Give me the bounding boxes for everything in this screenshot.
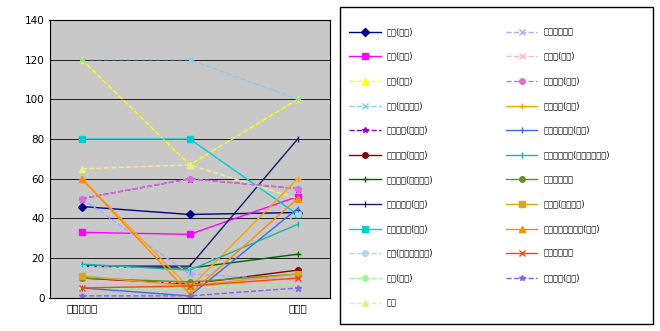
Text: アーチェリー: アーチェリー bbox=[544, 249, 574, 258]
Text: 体操(体操競技男子): 体操(体操競技男子) bbox=[387, 249, 434, 258]
Text: バレーボール(ビーチバレー): バレーボール(ビーチバレー) bbox=[544, 150, 610, 159]
Text: レスリング(男子): レスリング(男子) bbox=[387, 200, 428, 209]
Text: レスリング(女子): レスリング(女子) bbox=[387, 224, 428, 233]
Text: 卓球(女子): 卓球(女子) bbox=[387, 273, 413, 282]
Text: サッカー(女子): サッカー(女子) bbox=[544, 101, 580, 110]
Text: 柔道(男子): 柔道(男子) bbox=[387, 27, 413, 36]
Text: 水泳(シンクロ): 水泳(シンクロ) bbox=[387, 101, 424, 110]
Text: 柔道(女子): 柔道(女子) bbox=[387, 52, 413, 61]
Text: バレーボール(女子): バレーボール(女子) bbox=[544, 126, 590, 135]
Text: 水泳(競泳): 水泳(競泳) bbox=[387, 76, 413, 85]
Text: 野球: 野球 bbox=[387, 298, 397, 307]
Text: バスケットボール(女子): バスケットボール(女子) bbox=[544, 224, 600, 233]
Text: ソフトボール: ソフトボール bbox=[544, 27, 574, 36]
Text: サッカー(男子): サッカー(男子) bbox=[544, 76, 580, 85]
Text: バドミントン: バドミントン bbox=[544, 175, 574, 184]
Text: ボート(男子): ボート(男子) bbox=[544, 52, 575, 61]
Text: 陸上競技(マラソン): 陸上競技(マラソン) bbox=[387, 175, 434, 184]
Text: 陸上競技(短距離): 陸上競技(短距離) bbox=[387, 126, 428, 135]
Text: 陸上競技(投てき): 陸上競技(投てき) bbox=[387, 150, 428, 159]
Text: 自転車(トラック): 自転車(トラック) bbox=[544, 200, 585, 209]
Text: ホッケー(女子): ホッケー(女子) bbox=[544, 273, 580, 282]
